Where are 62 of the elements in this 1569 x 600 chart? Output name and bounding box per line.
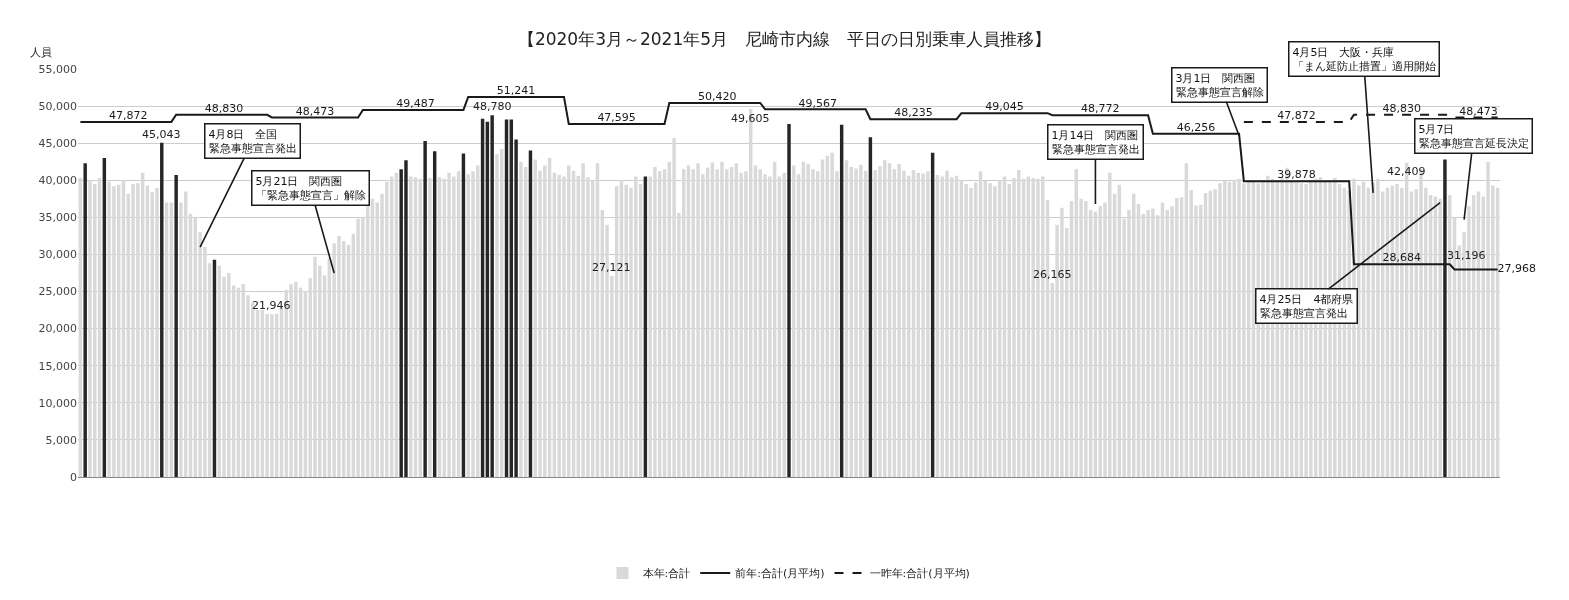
- data-label: 48,473: [295, 104, 335, 118]
- chart-title: 【2020年3月～2021年5月 尼崎市内線 平日の日別乗車人員推移】: [517, 28, 1052, 49]
- data-label: 31,196: [1447, 249, 1486, 262]
- annotation: 5月21日 関西圏「緊急事態宣言」解除: [255, 174, 366, 202]
- bar: [88, 180, 92, 477]
- y-tick-label: 35,000: [38, 211, 77, 225]
- data-label: 48,830: [1382, 102, 1422, 116]
- data-label: 50,420: [697, 90, 737, 104]
- bar: [174, 175, 178, 477]
- bar: [490, 115, 494, 477]
- annotation: 4月25日 4都府県緊急事態宣言発出: [1259, 292, 1354, 320]
- bar: [428, 178, 432, 477]
- data-label: 48,780: [473, 100, 512, 113]
- y-tick-label: 10,000: [38, 396, 77, 410]
- bar: [83, 163, 87, 477]
- data-label: 48,830: [204, 102, 244, 116]
- annotation: 3月1日 関西圏緊急事態宣言解除: [1175, 71, 1264, 99]
- data-label: 27,121: [592, 261, 631, 274]
- legend-label: 一昨年:合計(月平均): [869, 567, 970, 581]
- data-label: 49,567: [798, 96, 837, 110]
- bar: [519, 161, 523, 477]
- y-tick-label: 50,000: [38, 99, 77, 113]
- data-label: 42,409: [1387, 165, 1426, 178]
- data-label: 45,043: [142, 128, 181, 141]
- y-tick-label: 45,000: [38, 137, 77, 151]
- data-label: 21,946: [252, 299, 291, 312]
- data-label: 48,473: [1459, 104, 1498, 118]
- data-label: 47,872: [109, 109, 148, 123]
- data-label: 46,256: [1176, 121, 1216, 135]
- y-tick-label: 30,000: [38, 248, 77, 262]
- y-tick-label: 55,000: [38, 62, 77, 76]
- data-label: 51,241: [496, 84, 536, 98]
- annotation: 4月8日 全国緊急事態宣言発出: [208, 127, 297, 155]
- y-tick-label: 25,000: [38, 285, 77, 299]
- data-label: 27,968: [1497, 262, 1537, 276]
- data-label: 48,235: [894, 106, 933, 120]
- data-label: 49,045: [985, 100, 1024, 114]
- legend-label: 本年:合計: [642, 567, 691, 581]
- bar: [787, 123, 791, 477]
- annotation: 4月5日 大阪・兵庫「まん延防止措置」適用開始: [1292, 45, 1436, 73]
- data-label: 49,487: [396, 97, 435, 111]
- y-tick-label: 0: [70, 470, 77, 484]
- bar: [160, 142, 164, 477]
- data-label: 47,595: [597, 111, 636, 125]
- bar: [1438, 198, 1442, 477]
- y-tick-label: 5,000: [45, 433, 77, 447]
- bar: [782, 172, 786, 477]
- y-tick-label: 40,000: [38, 174, 77, 188]
- y-tick-label: 20,000: [38, 322, 77, 336]
- data-label: 28,684: [1382, 251, 1422, 265]
- data-label: 47,872: [1277, 109, 1316, 123]
- bar: [423, 140, 427, 477]
- data-label: 26,165: [1033, 268, 1072, 281]
- y-axis-title: 人員: [30, 46, 52, 59]
- bar: [792, 165, 796, 477]
- data-label: 49,605: [731, 112, 770, 125]
- data-label: 48,772: [1080, 102, 1120, 116]
- annotation: 5月7日緊急事態宣言延長決定: [1418, 122, 1529, 150]
- data-label: 39,878: [1277, 168, 1316, 182]
- y-tick-label: 15,000: [38, 359, 77, 373]
- annotation: 1月14日 関西圏緊急事態宣言発出: [1051, 128, 1140, 156]
- legend-label: 前年:合計(月平均): [735, 567, 825, 581]
